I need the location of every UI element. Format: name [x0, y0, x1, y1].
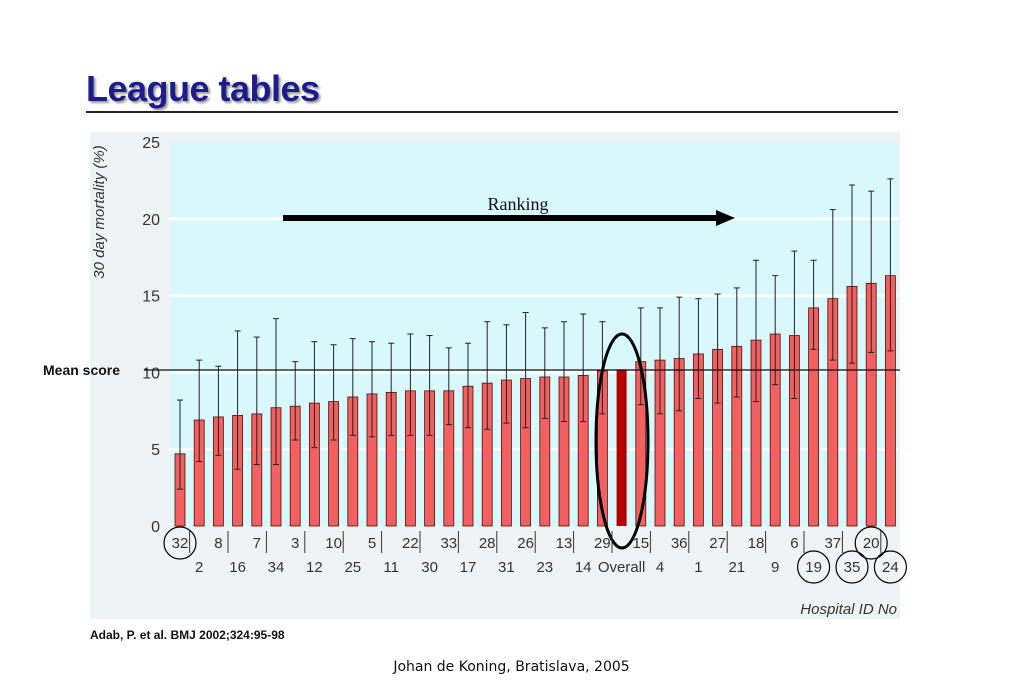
x-tick-label: 26 [517, 535, 534, 552]
x-tick-label: 24 [882, 559, 899, 576]
x-tick-label: 21 [728, 559, 745, 576]
x-tick-label: 27 [709, 535, 726, 552]
x-tick-label: 30 [421, 559, 438, 576]
x-tick-label: 14 [575, 559, 592, 576]
x-tick-label: 25 [344, 559, 361, 576]
x-tick-label: 7 [253, 535, 261, 552]
x-tick-label: 5 [368, 535, 376, 552]
y-tick-label: 5 [151, 442, 160, 459]
x-tick-label: 31 [498, 559, 515, 576]
bars [174, 275, 896, 527]
x-tick-label: 4 [656, 559, 664, 576]
x-tick-labels: 3228167343121025511223033172831262313142… [172, 531, 899, 576]
x-tick-label: 20 [863, 535, 880, 552]
x-tick-label: 22 [402, 535, 419, 552]
x-tick-label: 34 [268, 559, 285, 576]
footer-text: Johan de Koning, Bratislava, 2005 [393, 659, 630, 675]
bar [616, 369, 627, 526]
x-tick-label: 11 [383, 559, 399, 576]
x-axis-label: Hospital ID No [800, 601, 897, 618]
x-tick-label: 17 [460, 559, 477, 576]
x-tick-label: 8 [214, 535, 222, 552]
citation: Adab, P. et al. BMJ 2002;324:95-98 [90, 628, 285, 642]
y-tick-label: 0 [151, 519, 160, 536]
x-tick-label: 19 [805, 559, 822, 576]
x-tick-label: 15 [632, 535, 649, 552]
x-tick-label: 9 [771, 559, 779, 576]
x-tick-label: 12 [306, 559, 323, 576]
x-tick-label: 13 [556, 535, 573, 552]
x-tick-label: 2 [195, 559, 203, 576]
y-tick-label: 10 [142, 365, 160, 382]
x-tick-label: 23 [536, 559, 553, 576]
x-tick-label: 37 [824, 535, 841, 552]
x-tick-label: 1 [694, 559, 702, 576]
x-tick-label: 16 [229, 559, 246, 576]
x-tick-label: 33 [440, 535, 457, 552]
x-tick-label: 29 [594, 535, 611, 552]
x-tick-label: 10 [325, 535, 342, 552]
x-tick-label: 3 [291, 535, 299, 552]
hospital-circle-marker [796, 550, 831, 584]
hospital-circle-marker [163, 526, 197, 560]
x-tick-label: 32 [172, 535, 189, 552]
y-axis-label: 30 day mortality (%) [91, 145, 108, 278]
hospital-circle-marker [873, 550, 908, 584]
y-tick-label: 20 [142, 212, 160, 229]
x-tick-label: 36 [671, 535, 688, 552]
x-tick-label: Overall [598, 559, 646, 576]
ranking-label: Ranking [488, 194, 549, 214]
x-tick-label: 28 [479, 535, 496, 552]
circled-hospitals [163, 526, 908, 584]
y-tick-label: 15 [142, 289, 160, 306]
mean-score-label: Mean score [43, 362, 120, 378]
hospital-circle-marker [854, 526, 888, 560]
overall-highlight-oval [594, 332, 650, 550]
x-tick-label: 6 [790, 535, 798, 552]
title-underline [86, 111, 898, 113]
y-tick-label: 25 [142, 135, 160, 152]
hospital-circle-marker [835, 550, 869, 584]
confidence-intervals [177, 178, 894, 490]
slide-title: League tables [86, 68, 320, 109]
x-tick-label: 18 [748, 535, 765, 552]
ranking-arrow-head [716, 210, 735, 226]
x-tick-label: 35 [844, 559, 861, 576]
